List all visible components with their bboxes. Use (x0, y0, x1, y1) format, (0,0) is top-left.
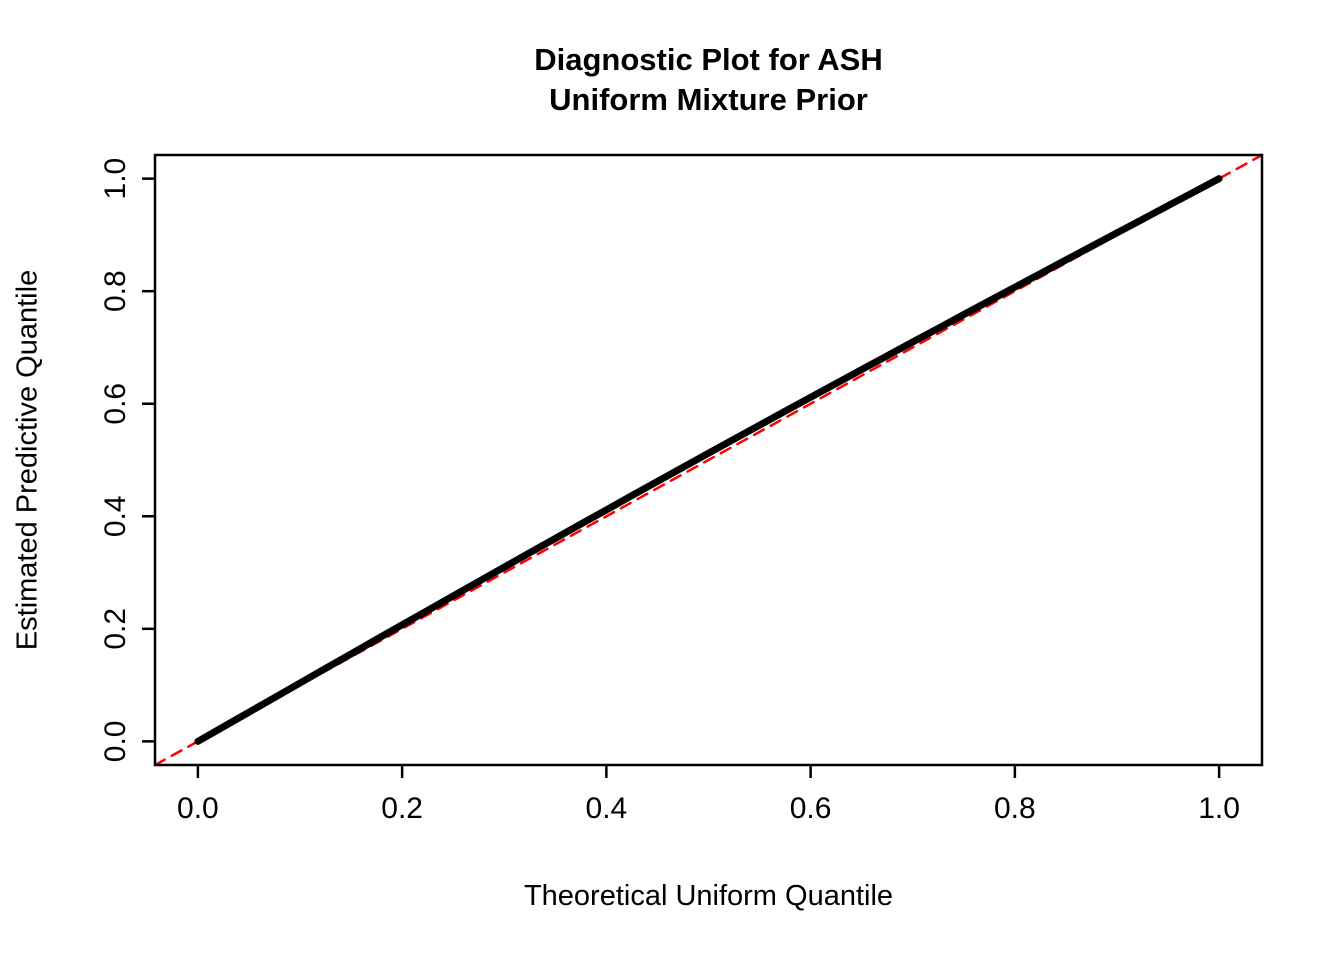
y-axis-label: Estimated Predictive Quantile (11, 269, 44, 651)
y-tick-label: 0.2 (99, 608, 132, 650)
x-tick-label: 0.8 (994, 792, 1036, 825)
y-tick-label: 1.0 (99, 158, 132, 200)
x-tick-label: 0.0 (177, 792, 219, 825)
x-axis-label: Theoretical Uniform Quantile (523, 880, 894, 912)
x-tick-label: 0.2 (381, 792, 423, 825)
chart-title: Diagnostic Plot for ASH Uniform Mixture … (155, 40, 1262, 119)
y-tick-label: 0.0 (99, 721, 132, 763)
chart-title-line-2: Uniform Mixture Prior (549, 81, 868, 117)
chart-title-line-1: Diagnostic Plot for ASH (534, 42, 883, 77)
y-tick-label: 0.4 (99, 495, 132, 537)
plot-box (153, 153, 1264, 767)
x-tick-label: 0.6 (790, 792, 832, 825)
y-tick-label: 0.6 (99, 383, 132, 425)
x-tick-label: 1.0 (1198, 792, 1240, 825)
x-tick-label: 0.4 (586, 792, 628, 825)
estimated-quantile-points (194, 175, 1223, 745)
y-tick-label: 0.8 (99, 270, 132, 312)
